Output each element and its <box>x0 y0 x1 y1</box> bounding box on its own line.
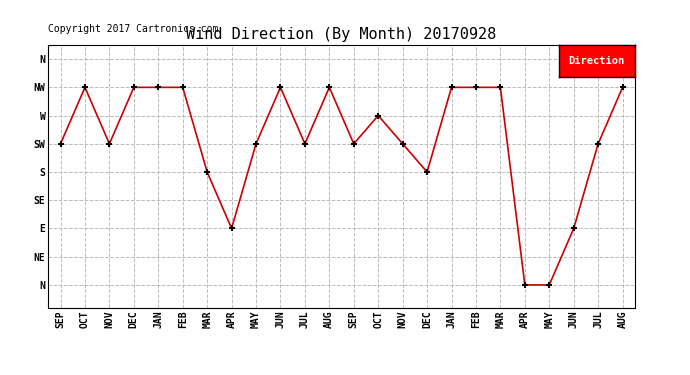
Text: Copyright 2017 Cartronics.com: Copyright 2017 Cartronics.com <box>48 24 219 34</box>
Title: Wind Direction (By Month) 20170928: Wind Direction (By Month) 20170928 <box>186 27 497 42</box>
